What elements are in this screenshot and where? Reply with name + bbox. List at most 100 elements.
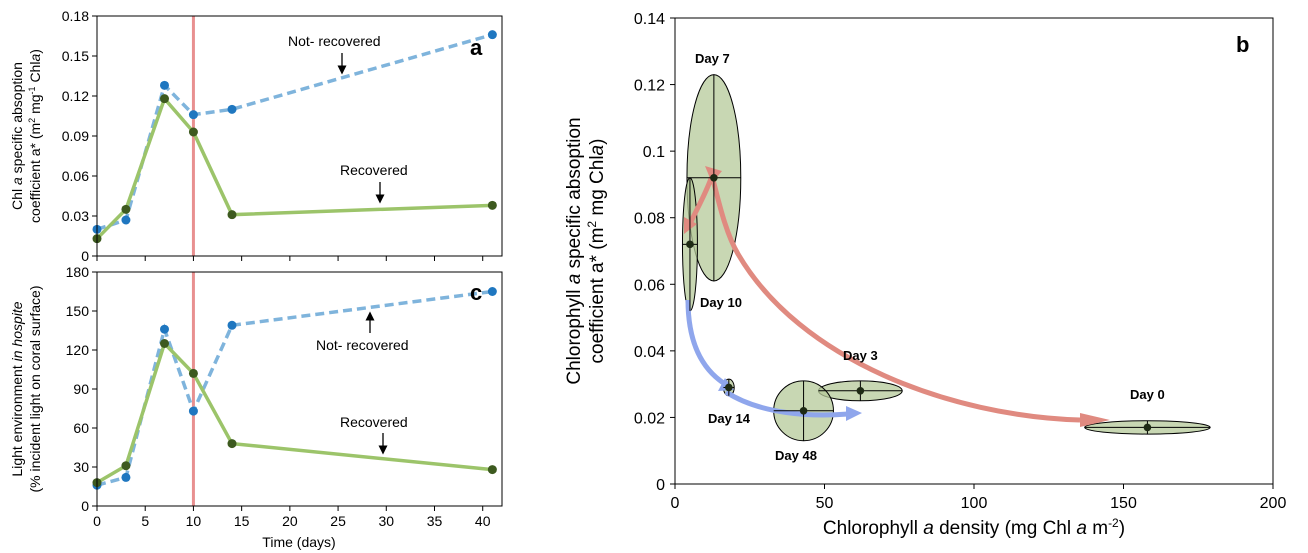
panel-c-letter: c (470, 280, 482, 305)
panel-c-xlabel: Time (days) (262, 534, 335, 550)
panel-b-xtick-label: 150 (1110, 495, 1137, 512)
panel-b-arrowhead-blue-day48 (846, 406, 862, 421)
panel-b-frame (674, 17, 1274, 485)
panel-b-xlabel: Chlorophyll a density (mg Chl a m-2) (823, 516, 1125, 539)
panel-c-xtick-label: 25 (330, 513, 346, 529)
panel-a-point-recovered (121, 204, 131, 214)
panel-c-series-not_recovered-line (96, 289, 493, 487)
panel-c-ytick-label: 30 (73, 459, 89, 475)
panel-c-point-not_recovered (227, 320, 237, 330)
panel-a-ytick-label: 0.15 (62, 48, 89, 64)
panel-a-annotation-recovered: Recovered (340, 162, 408, 178)
panel-b-xtick-label: 100 (961, 495, 988, 512)
panel-a-point-recovered (188, 127, 198, 137)
panel-b-ytick-label: 0.14 (634, 11, 665, 28)
panel-b-ytick-label: 0.1 (643, 144, 665, 161)
point-day-10 (686, 240, 694, 249)
panel-c-annotation-not-recovered: Not- recovered (316, 337, 409, 353)
point-day-7 (710, 173, 718, 182)
panel-c-ytick-label: 90 (73, 381, 89, 397)
day-label-48: Day 48 (775, 448, 817, 463)
panel-a-point-not_recovered (487, 30, 497, 40)
panel-c-point-recovered (121, 461, 131, 471)
panel-b-ytick-label: 0.06 (634, 277, 665, 294)
panel-c-frame (96, 271, 503, 507)
point-day-48 (799, 406, 808, 415)
panel-c-annotation-recovered: Recovered (340, 414, 408, 430)
panel-c-point-not_recovered (487, 287, 497, 296)
panel-c-point-recovered (160, 339, 169, 348)
panel-c-ytick-label: 0 (81, 498, 89, 514)
panel-b-points (682, 74, 1211, 441)
panel-b-ellipses (681, 74, 1211, 442)
panel-b-xtick-label: 200 (1260, 495, 1287, 512)
panel-c-chart: 0 30 60 90 120 150 180 0 5 10 15 20 25 30 35 40 c Not- … (9, 264, 503, 550)
panel-c-xtick-label: 40 (475, 513, 491, 529)
panel-c-xtick-label: 15 (234, 513, 250, 529)
day-label-3: Day 3 (843, 348, 878, 363)
panel-b-xtick-label: 0 (671, 495, 680, 512)
panel-b-ylabel-line1: Chlorophyll a specific absoption (564, 117, 585, 384)
panel-b-ytick-label: 0.12 (634, 78, 665, 95)
panel-c-axes: 0 30 60 90 120 150 180 0 5 10 15 20 25 30 35 40 (66, 264, 491, 529)
panel-c-ylabel-line1: Light environment in hospite (9, 301, 25, 476)
panel-c-ytick-label: 150 (66, 303, 90, 319)
panel-a-point-not_recovered (227, 104, 237, 114)
panel-c-series (92, 287, 497, 490)
panel-a-ytick-label: 0.18 (62, 8, 89, 24)
panel-a-ytick-label: 0 (81, 248, 89, 264)
day-label-0: Day 0 (1130, 387, 1165, 402)
panel-b-chart: 0 0.02 0.04 0.06 0.08 0.1 0.12 0.14 0 50 100 150 200… (564, 11, 1286, 539)
panel-b-arrow-blue-1 (685, 299, 727, 387)
panel-a-annotation-not-recovered: Not- recovered (288, 33, 381, 49)
panel-b-arrowhead-red-day0 (1080, 413, 1110, 427)
panel-a-series-not_recovered-line (96, 32, 493, 231)
panel-c-xtick-label: 5 (141, 513, 149, 529)
panel-c-point-not_recovered (121, 472, 131, 482)
panel-a-ytick-label: 0.03 (62, 208, 89, 224)
panel-a-point-recovered (160, 94, 169, 104)
panel-c-ylabel-line2: (% incident light on coral surface) (27, 286, 43, 493)
panel-c-point-not_recovered (188, 406, 198, 416)
point-day-0 (1143, 423, 1152, 432)
panel-b-xtick-label: 50 (816, 495, 834, 512)
panel-c-xtick-label: 35 (427, 513, 443, 529)
panel-a-point-not_recovered (121, 215, 131, 225)
point-day-3 (856, 387, 865, 395)
panel-a-ytick-label: 0.06 (62, 168, 89, 184)
panel-c-ytick-label: 60 (73, 420, 89, 436)
day-label-14: Day 14 (708, 411, 751, 426)
panel-a-ylabel-line1: Chl a specific absoption (9, 62, 25, 210)
panel-c-xtick-label: 0 (93, 513, 101, 529)
day-label-10: Day 10 (700, 295, 742, 310)
panel-b-ytick-label: 0 (656, 477, 665, 494)
panel-c-xtick-label: 20 (282, 513, 298, 529)
panel-c-xtick-label: 10 (186, 513, 202, 529)
panel-c-xtick-label: 30 (378, 513, 394, 529)
panel-b-ytick-label: 0.04 (634, 344, 665, 361)
panel-b-letter: b (1236, 32, 1249, 57)
panel-c-point-recovered (487, 465, 497, 475)
day-label-7: Day 7 (695, 51, 730, 66)
panel-c-ytick-label: 180 (66, 264, 90, 280)
panel-a-point-not_recovered (160, 80, 169, 90)
panel-b-ytick-label: 0.02 (634, 410, 665, 427)
panel-c-ytick-label: 120 (66, 342, 90, 358)
panel-a-chart: 0 0.03 0.06 0.09 0.12 0.15 0.18 a Not- recover… (9, 8, 503, 264)
panel-a-point-recovered (227, 210, 237, 220)
panel-b-axes: 0 0.02 0.04 0.06 0.08 0.1 0.12 0.14 0 50 100 150 200 (634, 11, 1287, 512)
panel-b-arrow-blue-2 (724, 389, 849, 418)
panel-c-series-recovered-line (96, 340, 493, 485)
panel-a-point-recovered (487, 200, 497, 210)
panel-a-ytick-label: 0.09 (62, 128, 89, 144)
panel-a-series (92, 30, 497, 244)
panel-a-point-not_recovered (188, 110, 198, 120)
panel-c-point-recovered (188, 368, 198, 378)
point-day-14 (725, 383, 733, 392)
panel-a-frame (96, 15, 503, 257)
panel-a-ytick-label: 0.12 (62, 88, 89, 104)
panel-a-axes: 0 0.03 0.06 0.09 0.12 0.15 0.18 (62, 8, 484, 264)
panel-c-point-recovered (227, 439, 237, 449)
panel-b-ytick-label: 0.08 (634, 211, 665, 228)
